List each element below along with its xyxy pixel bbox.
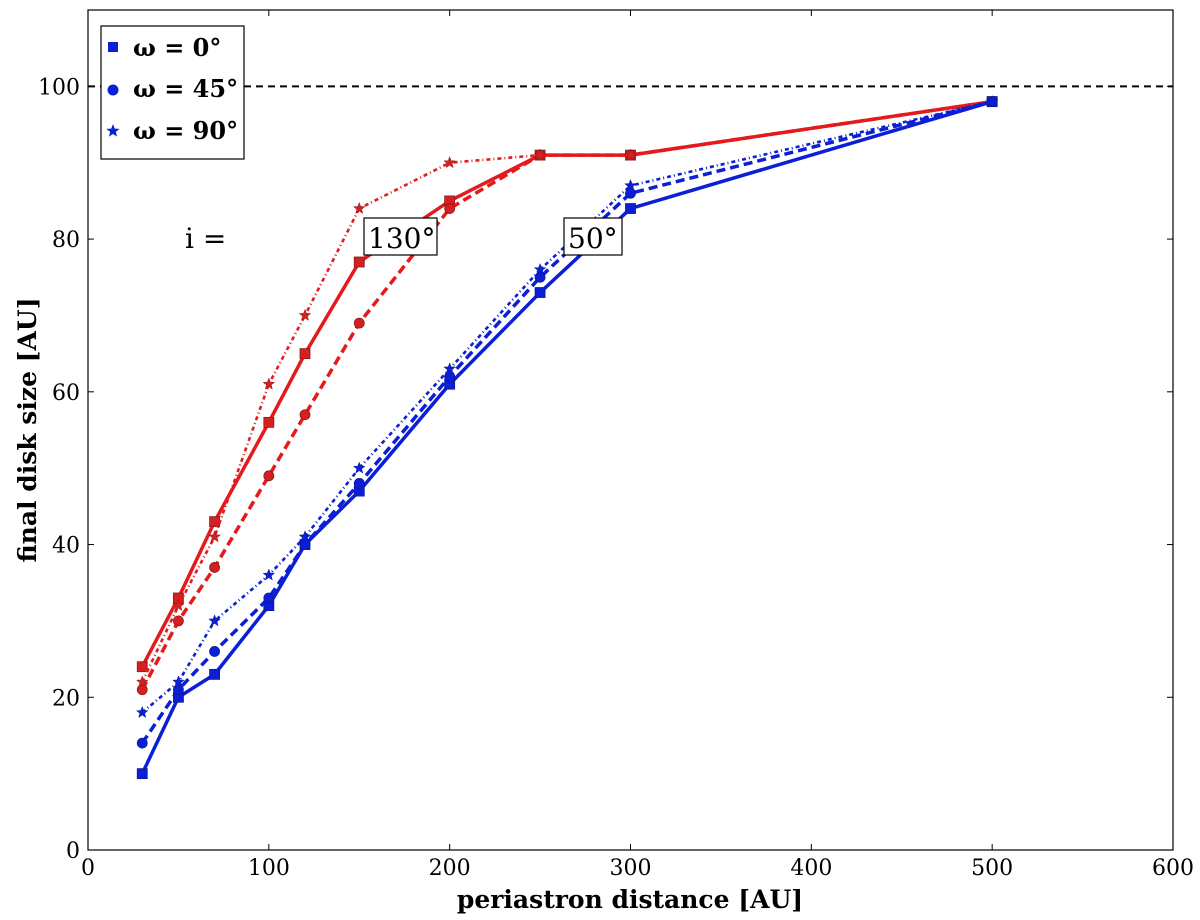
data-point-star (208, 614, 221, 627)
annotation-50-box (563, 217, 623, 256)
data-point-star (262, 568, 276, 581)
data-point-square (209, 668, 220, 680)
tick-layer: 0 100 200 300 400 500 600 0 20 40 60 80 100 (38, 10, 1194, 881)
data-point-square (136, 661, 148, 673)
data-point-square (353, 256, 365, 268)
data-point-circle (299, 409, 311, 421)
data-point-circle (263, 470, 275, 482)
data-point-star (172, 598, 185, 612)
data-point-square (625, 203, 636, 214)
data-point-star (298, 530, 312, 543)
data-point-star (533, 262, 547, 276)
annotation-50-label: 50° (568, 222, 618, 255)
annotation-130-box (363, 217, 438, 256)
data-point-star (533, 148, 547, 161)
data-point-circle (444, 203, 456, 214)
data-point-square (209, 516, 220, 528)
y-tick-label: 20 (52, 686, 80, 711)
x-tick-label: 100 (248, 856, 290, 881)
data-point-circle (173, 615, 184, 627)
data-point-star (208, 530, 221, 543)
legend-marker-circle (107, 84, 119, 96)
data-point-square (136, 768, 148, 780)
legend: ω = 0° ω = 45° ω = 90° (100, 25, 245, 160)
x-tick-label: 200 (429, 856, 471, 881)
series-line (141, 100, 993, 683)
x-axis-label: periastron distance [AU] (457, 885, 803, 914)
y-tick-label: 80 (52, 228, 80, 253)
plot-area (88, 10, 1173, 850)
legend-marker-star (106, 124, 120, 137)
data-point-circle (263, 592, 275, 604)
y-tick-label: 0 (66, 839, 80, 864)
legend-label-omega-45: ω = 45° (133, 74, 238, 103)
series-i130-omega90 (135, 94, 999, 688)
x-tick-label: 0 (81, 856, 95, 881)
legend-frame (100, 25, 245, 160)
data-point-circle (209, 562, 220, 573)
x-tick-label: 300 (610, 856, 652, 881)
x-tick-label: 400 (790, 856, 832, 881)
legend-label-omega-0: ω = 0° (133, 33, 221, 62)
y-axis-label: final disk size [AU] (13, 297, 42, 562)
y-tick-label: 40 (52, 534, 80, 559)
legend-label-omega-90: ω = 90° (133, 116, 238, 145)
y-tick-label: 60 (52, 381, 80, 406)
data-point-circle (136, 737, 148, 749)
y-tick-label: 100 (38, 75, 80, 100)
data-point-square (299, 348, 311, 360)
data-point-star (352, 201, 366, 214)
data-point-star (443, 156, 457, 169)
annotation-i-label: i = (185, 222, 226, 255)
data-point-star (443, 362, 457, 375)
data-point-star (298, 308, 312, 321)
data-point-star (135, 705, 149, 718)
data-point-circle (353, 317, 365, 329)
data-point-square (534, 287, 546, 298)
data-point-star (624, 148, 637, 161)
data-point-square (263, 416, 275, 428)
series-i50-omega90 (135, 94, 999, 718)
x-tick-label: 600 (1152, 856, 1194, 881)
legend-marker-square (108, 42, 118, 52)
data-point-star (172, 675, 185, 688)
data-point-circle (209, 646, 220, 657)
x-tick-label: 500 (971, 856, 1013, 881)
data-point-star (262, 377, 276, 390)
data-point-star (624, 178, 637, 192)
data-point-star (985, 94, 999, 108)
data-point-star (352, 461, 366, 474)
annotation-130-label: 130° (368, 222, 435, 255)
data-point-star (135, 675, 149, 688)
data-point-circle (353, 478, 365, 489)
